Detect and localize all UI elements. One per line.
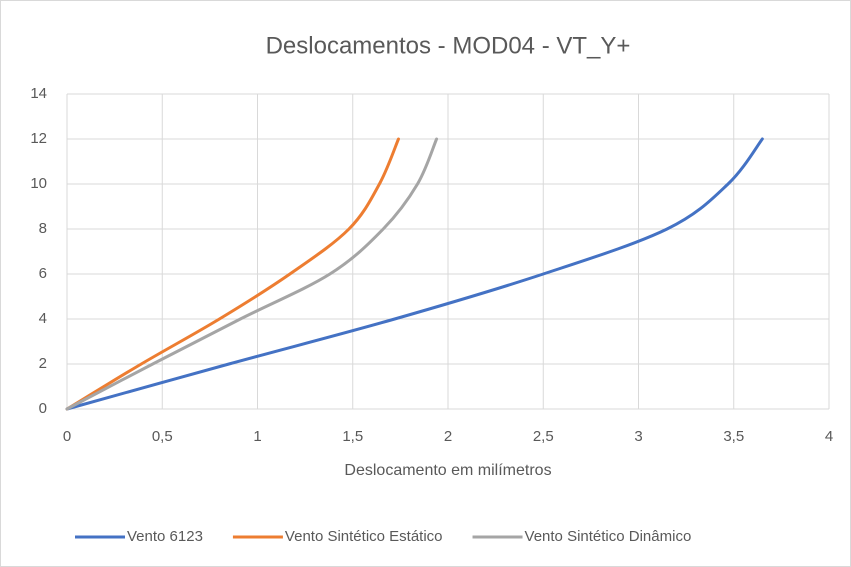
chart-title: Deslocamentos - MOD04 - VT_Y+ — [266, 32, 631, 59]
y-tick-label: 12 — [30, 130, 47, 147]
x-axis-title: Deslocamento em milímetros — [344, 462, 551, 479]
legend-label: Vento Sintético Dinâmico — [525, 528, 692, 545]
x-tick-label: 4 — [825, 428, 833, 445]
y-tick-label: 14 — [30, 85, 47, 102]
series-line — [65, 137, 764, 411]
x-tick-label: 1 — [253, 428, 261, 445]
series-line — [65, 137, 439, 411]
y-tick-label: 2 — [39, 355, 47, 372]
x-tick-label: 3,5 — [723, 428, 744, 445]
y-tick-label: 10 — [30, 175, 47, 192]
legend-label: Vento Sintético Estático — [285, 528, 443, 545]
x-tick-label: 0 — [63, 428, 71, 445]
x-tick-label: 3 — [634, 428, 642, 445]
y-tick-label: 8 — [39, 220, 47, 237]
x-tick-label: 2,5 — [533, 428, 554, 445]
x-tick-label: 0,5 — [152, 428, 173, 445]
x-tick-label: 1,5 — [342, 428, 363, 445]
series-line — [65, 137, 400, 411]
y-tick-label: 4 — [39, 310, 47, 327]
x-tick-label: 2 — [444, 428, 452, 445]
legend-label: Vento 6123 — [127, 528, 203, 545]
y-tick-label: 0 — [39, 400, 47, 417]
y-tick-label: 6 — [39, 265, 47, 282]
